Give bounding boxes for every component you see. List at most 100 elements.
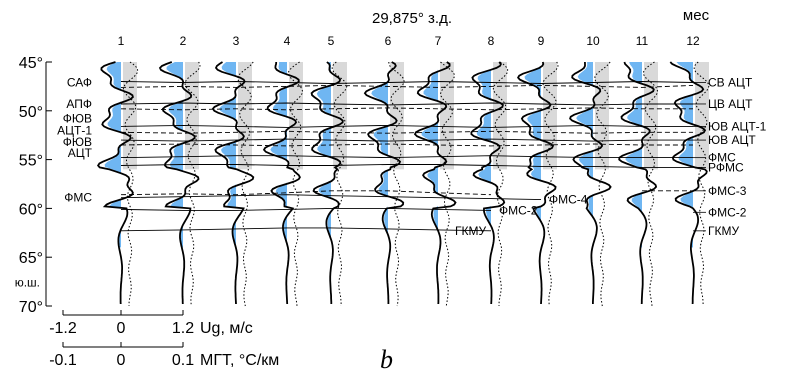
ug-profile-line <box>158 61 200 305</box>
right-label: СВ АЦТ <box>708 75 753 89</box>
ug-axis: -1.2 0 1.2 Ug, м/с <box>49 310 253 337</box>
ug-fill <box>104 62 121 248</box>
mgt-band <box>543 62 557 170</box>
y-tick-label: 55° <box>19 153 43 170</box>
mgt-band <box>289 62 303 170</box>
y-tick-label: 60° <box>19 201 43 218</box>
ug-profile-line <box>569 61 612 304</box>
ug-profile-line <box>363 61 405 304</box>
profile-month-3 <box>211 61 255 307</box>
month-label-11: 11 <box>636 34 649 48</box>
inner-label: ФМС-2 <box>499 203 538 217</box>
mgt-tick-min: -0.1 <box>49 352 77 369</box>
month-label-12: 12 <box>686 34 700 48</box>
right-label: ФМС-2 <box>708 205 747 219</box>
month-label-1: 1 <box>118 34 125 48</box>
mgt-profile-line <box>492 61 509 306</box>
month-label-4: 4 <box>284 34 291 48</box>
mgt-profile-line <box>237 61 254 307</box>
mgt-band <box>695 62 709 170</box>
inner-labels: ФМС-4 ФМС-2 ГКМУ <box>455 193 588 238</box>
profile-month-7 <box>413 61 457 307</box>
front-line-6 <box>120 138 693 142</box>
ug-profile-line <box>669 61 708 305</box>
month-label-3: 3 <box>233 34 240 48</box>
mgt-axis-label: МГТ, °С/км <box>200 352 279 369</box>
front-lines <box>120 81 694 231</box>
ug-profile-line <box>517 61 557 305</box>
month-axis-label: мес <box>683 7 710 24</box>
ug-tick-zero: 0 <box>117 320 126 337</box>
ug-profile-line <box>618 61 658 305</box>
profile-month-11 <box>618 61 659 307</box>
chart-title: 29,875° з.д. <box>372 10 452 27</box>
y-tick-label: 65° <box>19 250 43 267</box>
profile-month-2 <box>158 61 201 307</box>
front-line-11 <box>120 194 542 201</box>
front-line-13 <box>121 228 693 231</box>
mgt-profile-line <box>184 61 201 307</box>
mgt-axis: -0.1 0 0.1 МГТ, °С/км <box>49 342 279 369</box>
y-tick-label: 50° <box>19 104 43 121</box>
inner-label: ГКМУ <box>455 224 486 238</box>
profile-month-6 <box>363 61 405 307</box>
profile-month-12 <box>669 61 710 307</box>
left-label: ФЮВ <box>63 135 92 149</box>
ug-fill <box>316 62 331 248</box>
left-label: ФМС <box>64 191 92 205</box>
front-line-2 <box>120 102 693 106</box>
front-line-1 <box>120 84 694 88</box>
front-line-10 <box>120 190 693 196</box>
profile-month-1 <box>96 61 139 306</box>
front-line-5 <box>120 130 693 134</box>
right-label: ГКМУ <box>708 224 739 238</box>
profile-month-5 <box>310 61 348 307</box>
left-label: АЦТ <box>68 146 93 160</box>
right-label: ФМС <box>708 151 736 165</box>
front-line-4 <box>120 124 693 128</box>
ug-fill <box>676 62 693 248</box>
ug-profile-line <box>470 61 506 305</box>
y-unit-label: ю.ш. <box>15 276 40 290</box>
ug-fill <box>270 62 287 248</box>
mgt-band <box>595 62 609 170</box>
ug-profile-line <box>262 61 301 305</box>
front-line-9 <box>120 164 693 168</box>
profiles <box>96 61 710 307</box>
month-label-7: 7 <box>435 34 442 48</box>
month-label-2: 2 <box>180 34 187 48</box>
ug-tick-min: -1.2 <box>49 320 77 337</box>
mgt-band <box>123 62 137 170</box>
ug-fill <box>421 62 438 248</box>
right-label: ФМС-3 <box>708 184 747 198</box>
mgt-band <box>185 62 199 170</box>
mgt-tick-zero: 0 <box>117 352 126 369</box>
ug-fill <box>576 62 593 248</box>
ug-fill <box>219 62 236 248</box>
mgt-profile-line <box>693 61 710 307</box>
right-label: ЦВ АЦТ <box>708 97 753 111</box>
mgt-band <box>440 62 454 170</box>
mgt-profile-line <box>331 61 348 307</box>
mgt-tick-max: 0.1 <box>172 352 194 369</box>
mgt-profile-line <box>542 61 559 307</box>
mgt-band <box>493 62 507 170</box>
front-line-3 <box>120 107 693 111</box>
month-labels: 1 2 3 4 5 6 7 8 9 10 11 12 <box>118 34 700 48</box>
ug-profile-line <box>96 61 134 305</box>
ug-fill <box>166 62 183 248</box>
y-tick-label: 70° <box>19 299 43 316</box>
panel-label: b <box>380 345 393 374</box>
mgt-profile-line <box>594 61 611 307</box>
left-label: ФЮВ <box>63 112 92 126</box>
right-label: ЮВ АЦТ-1 <box>708 119 767 133</box>
y-tick-label: 45° <box>19 55 43 72</box>
month-label-8: 8 <box>488 34 495 48</box>
front-line-0 <box>120 81 694 84</box>
profile-month-9 <box>517 61 559 307</box>
right-label: ЮВ АЦТ <box>708 133 756 147</box>
inner-label: ФМС-4 <box>549 193 588 207</box>
